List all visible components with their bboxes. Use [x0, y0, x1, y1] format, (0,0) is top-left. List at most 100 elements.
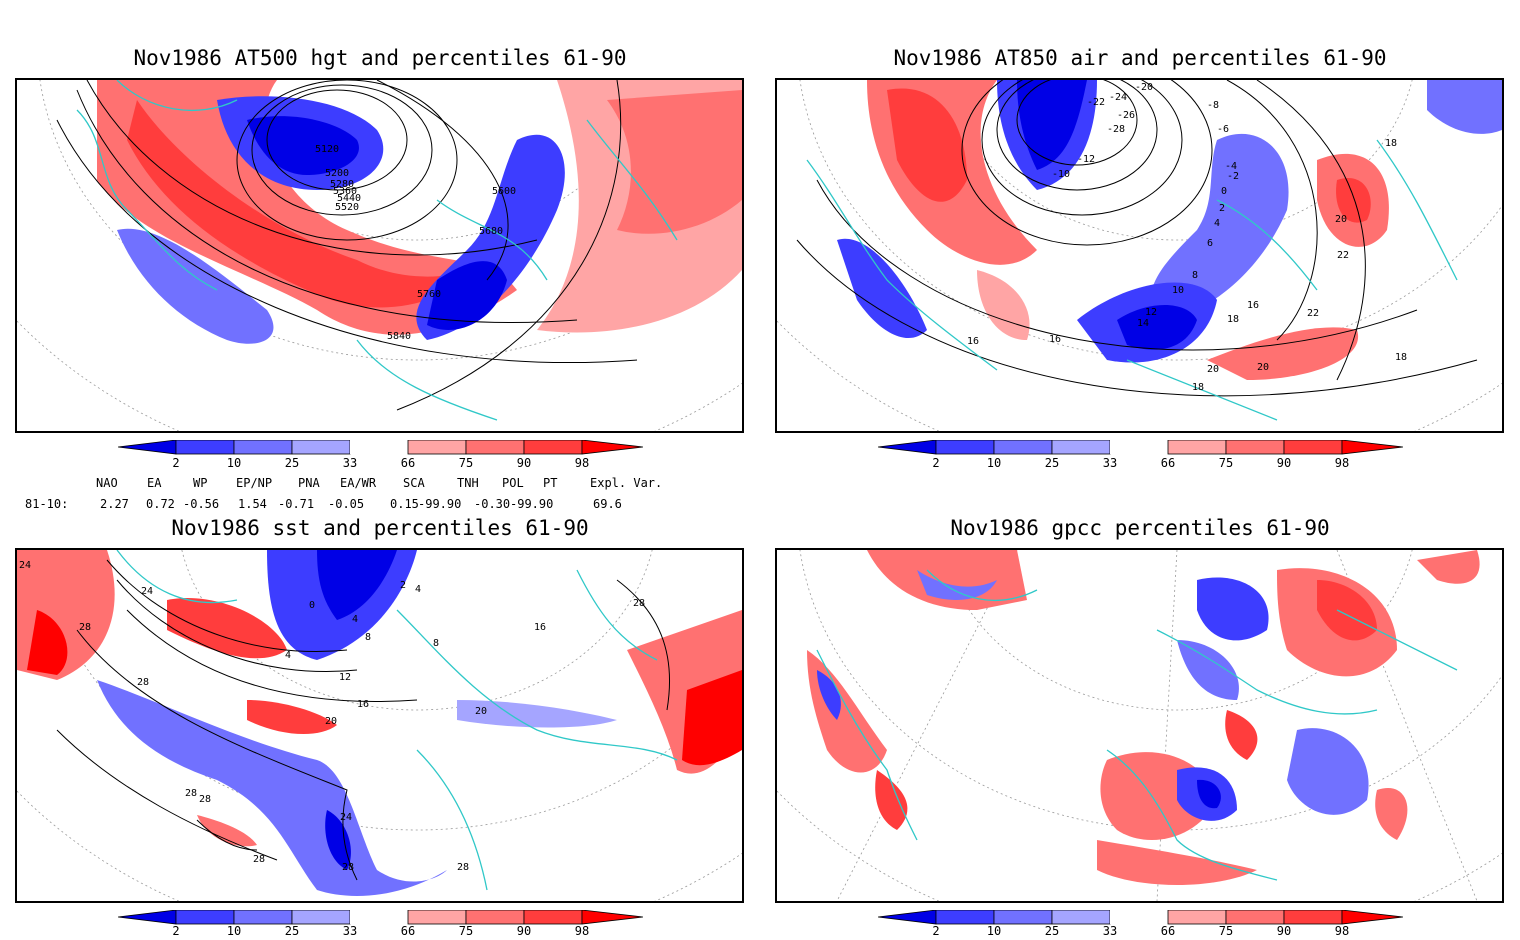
contour-label: 5680 [479, 226, 503, 237]
map-sst: 24 24 28 28 28 0 2 4 4 4 8 8 12 16 16 20… [15, 548, 744, 903]
colorbar-tick: 98 [574, 456, 590, 470]
colorbar-hgt: 2 10 25 33 66 75 90 98 [117, 439, 644, 480]
contour-label: 16 [1247, 300, 1259, 311]
index-header: TNH [457, 476, 479, 490]
colorbar-tick: 75 [458, 924, 474, 938]
contour-label: 28 [457, 862, 469, 873]
contour-label: -20 [1135, 82, 1153, 93]
index-header: NAO [96, 476, 118, 490]
colorbar-tick: 90 [1276, 456, 1292, 470]
colorbar-tick: 2 [932, 456, 940, 470]
colorbar-gpcc: 2 10 25 33 66 75 90 98 [877, 909, 1404, 940]
contour-label: 5200 [325, 168, 349, 179]
contour-label: -24 [1109, 92, 1127, 103]
index-header: Expl. Var. [590, 476, 663, 490]
index-header: SCA [403, 476, 425, 490]
contour-label: 14 [1137, 318, 1149, 329]
colorbar-tick: 66 [1160, 924, 1176, 938]
contour-label: 24 [340, 812, 352, 823]
contour-label: 20 [325, 716, 337, 727]
index-value: -0.71 [278, 497, 315, 511]
contour-label: 16 [967, 336, 979, 347]
contour-label: 28 [253, 854, 265, 865]
colorbar-tick: 90 [1276, 924, 1292, 938]
panel-title-sst: Nov1986 sst and percentiles 61-90 [171, 516, 589, 540]
index-value: -0.56 [183, 497, 220, 511]
contour-label: -8 [1207, 100, 1219, 111]
contour-label: 4 [1214, 218, 1220, 229]
colorbar-tick: 98 [1334, 924, 1350, 938]
colorbar-tick: 25 [284, 924, 300, 938]
colorbar-tick: 90 [516, 924, 532, 938]
index-value: -0.05 [328, 497, 365, 511]
contour-label: 28 [137, 677, 149, 688]
index-value: -99.90 [418, 497, 462, 511]
colorbar-tick: 98 [1334, 456, 1350, 470]
panel-title-hgt: Nov1986 AT500 hgt and percentiles 61-90 [133, 46, 627, 70]
index-value: -0.30 [474, 497, 511, 511]
contour-label: 28 [79, 622, 91, 633]
contour-label: 5360 [333, 186, 357, 197]
contour-label: 5440 [337, 193, 361, 204]
contour-label: 18 [1385, 138, 1397, 149]
colorbar-tick: 33 [1102, 924, 1118, 938]
panel-title-air: Nov1986 AT850 air and percentiles 61-90 [893, 46, 1387, 70]
colorbar-tick: 2 [932, 924, 940, 938]
colorbar-tick: 25 [284, 456, 300, 470]
map-hgt: 5120 5200 5280 5360 5440 5520 5600 5680 … [15, 78, 744, 433]
contour-label: 5280 [330, 179, 354, 190]
contour-label: 5840 [387, 331, 411, 342]
contour-label: 28 [342, 862, 354, 873]
contour-label: 5760 [417, 289, 441, 300]
colorbar-tick: 25 [1044, 924, 1060, 938]
contour-label: -28 [1107, 124, 1125, 135]
colorbar-tick: 66 [400, 924, 416, 938]
contour-label: 8 [1192, 270, 1198, 281]
contour-label: 0 [309, 600, 315, 611]
index-value: 1.54 [238, 497, 267, 511]
contour-label: 24 [141, 586, 153, 597]
contour-label: 20 [1335, 214, 1347, 225]
contour-label: 22 [1337, 250, 1349, 261]
panel-title-gpcc: Nov1986 gpcc percentiles 61-90 [950, 516, 1330, 540]
index-header: PNA [298, 476, 320, 490]
contour-label: -6 [1217, 124, 1229, 135]
colorbar-tick: 10 [226, 924, 242, 938]
index-value: -99.90 [510, 497, 554, 511]
colorbar-tick: 25 [1044, 456, 1060, 470]
contour-label: 16 [534, 622, 546, 633]
index-value: 2.27 [100, 497, 129, 511]
colorbar-tick: 2 [172, 456, 180, 470]
contour-label: 2 [1219, 203, 1225, 214]
contour-label: 18 [1192, 382, 1204, 393]
colorbar-tick: 66 [400, 456, 416, 470]
index-header: EA [147, 476, 162, 490]
index-value: 69.6 [593, 497, 622, 511]
colorbar-tick: 75 [458, 456, 474, 470]
colorbar-tick: 66 [1160, 456, 1176, 470]
colorbar-tick: 10 [226, 456, 242, 470]
colorbar-tick: 33 [342, 456, 358, 470]
contour-label: -26 [1117, 110, 1135, 121]
contour-label: 10 [1172, 285, 1184, 296]
contour-label: 8 [433, 638, 439, 649]
contour-label: 20 [475, 706, 487, 717]
colorbar-tick: 33 [342, 924, 358, 938]
index-header: EA/WR [340, 476, 377, 490]
contour-label: 8 [365, 632, 371, 643]
contour-label: 28 [199, 794, 211, 805]
colorbar-tick: 33 [1102, 456, 1118, 470]
colorbar-tick: 2 [172, 924, 180, 938]
index-header: PT [543, 476, 558, 490]
index-header: EP/NP [236, 476, 273, 490]
colorbar-tick: 98 [574, 924, 590, 938]
contour-label: 5120 [315, 144, 339, 155]
contour-label: -4 [1225, 161, 1237, 172]
index-value: 0.15 [390, 497, 419, 511]
colorbar-tick: 90 [516, 456, 532, 470]
colorbar-tick: 75 [1218, 456, 1234, 470]
contour-label: 6 [1207, 238, 1213, 249]
contour-label: 5520 [335, 202, 359, 213]
colorbar-sst: 2 10 25 33 66 75 90 98 [117, 909, 644, 940]
contour-label: 22 [1307, 308, 1319, 319]
